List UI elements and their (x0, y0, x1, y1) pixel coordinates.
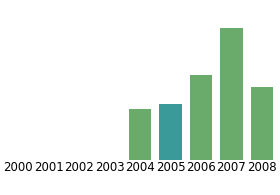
Bar (251, 87, 273, 160)
Bar (159, 104, 182, 160)
Bar (190, 75, 213, 160)
Bar (220, 28, 243, 160)
Bar (129, 109, 151, 160)
